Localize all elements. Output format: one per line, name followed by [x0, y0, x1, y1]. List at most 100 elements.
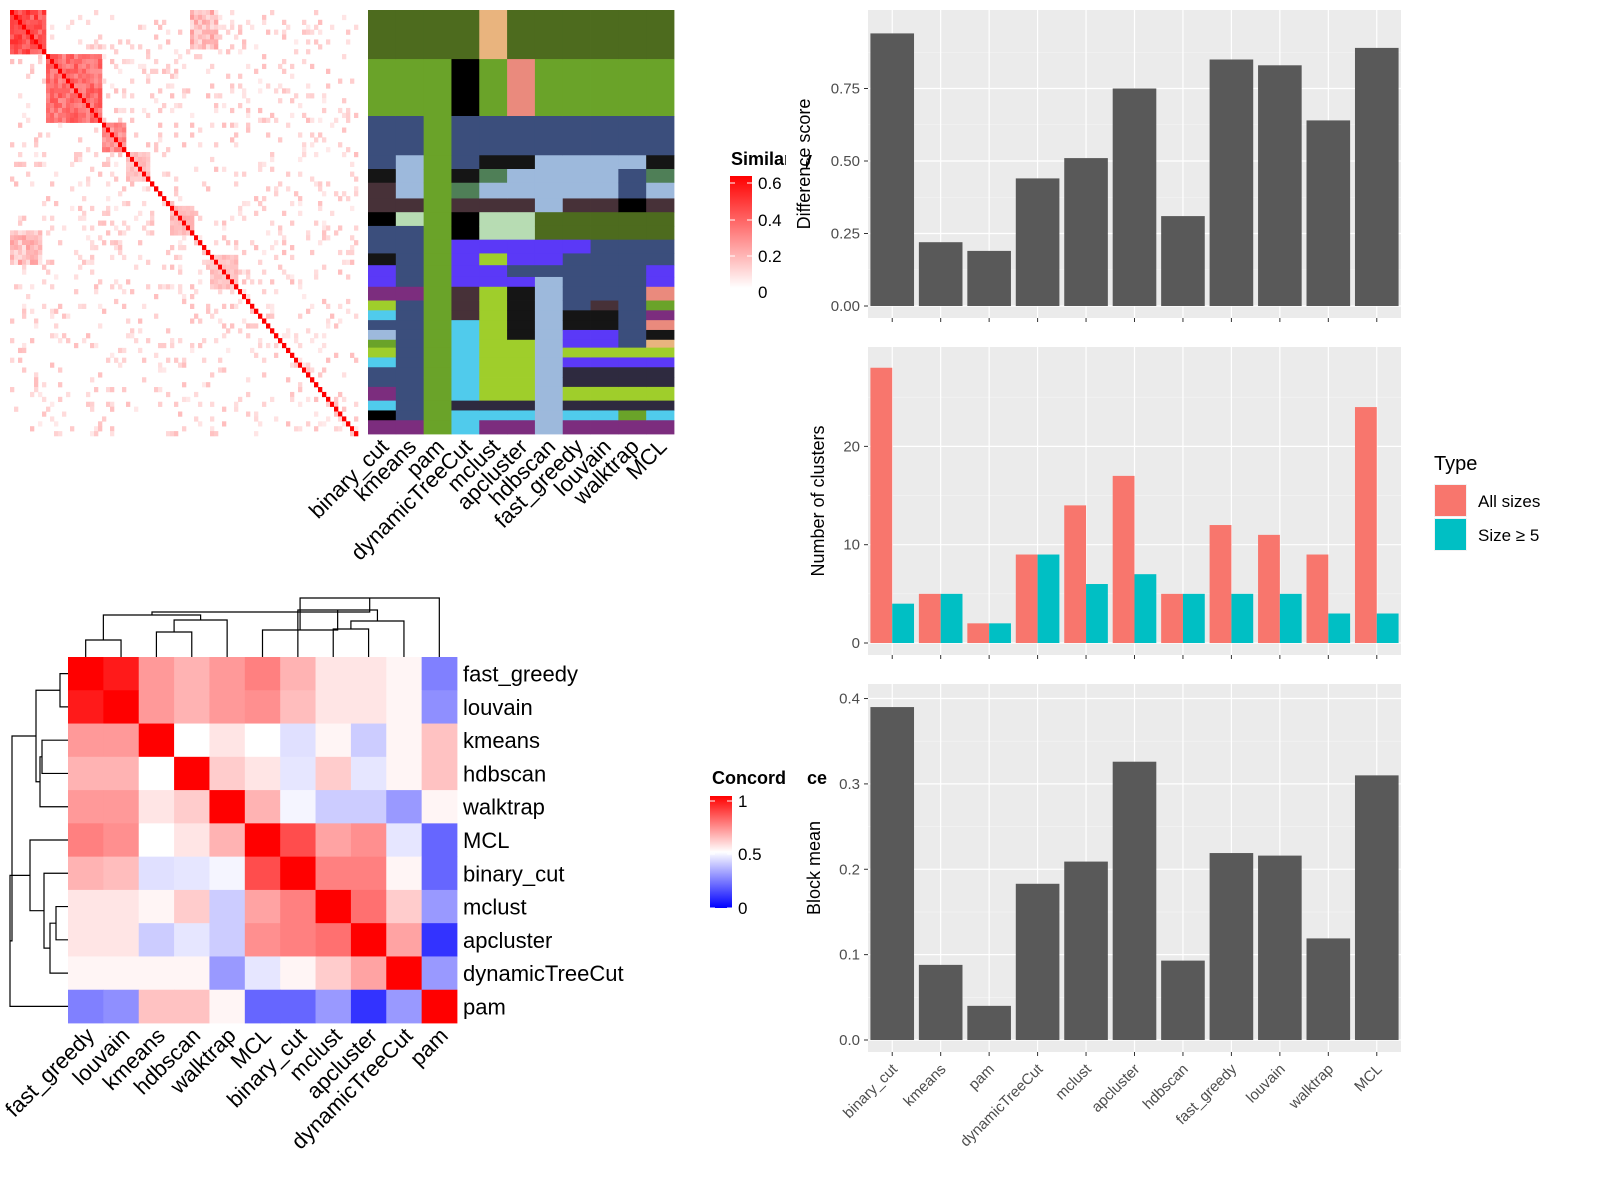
similarity-cell: [14, 34, 19, 40]
similarity-cell: [106, 196, 111, 202]
similarity-cell: [106, 122, 111, 128]
similarity-cell: [74, 73, 79, 79]
concordance-cell: [174, 790, 210, 824]
similarity-cell: [42, 14, 47, 21]
similarity-cell: [90, 93, 95, 99]
concordance-row-label-walktrap: walktrap: [462, 795, 545, 820]
similarity-cell: [70, 103, 75, 109]
assignment-cell: [590, 367, 619, 378]
similarity-cell: [18, 215, 23, 221]
similarity-cell: [214, 274, 219, 280]
similarity-cell: [122, 220, 127, 226]
assignment-cell: [451, 239, 480, 254]
similarity-cell: [46, 269, 51, 275]
assignment-cell: [451, 329, 480, 341]
similarity-cell: [334, 191, 339, 197]
similarity-cell: [22, 24, 27, 30]
similarity-cell: [322, 264, 327, 270]
similarity-cell: [114, 298, 119, 305]
similarity-cell: [142, 166, 147, 172]
similarity-cell: [114, 122, 119, 128]
similarity-cell: [142, 156, 147, 163]
assignment-cell: [507, 198, 536, 213]
concordance-cell: [315, 690, 352, 724]
similarity-cell: [302, 112, 307, 119]
similarity-cell: [226, 274, 231, 280]
similarity-cell: [70, 186, 75, 192]
similarity-cell: [302, 19, 307, 25]
similarity-cell: [222, 122, 227, 128]
similarity-cell: [262, 63, 267, 70]
similarity-cell: [234, 181, 239, 187]
similarity-cell: [90, 431, 95, 437]
similarity-cell: [174, 186, 179, 192]
similarity-cell: [166, 63, 171, 70]
concordance-cell: [68, 956, 104, 991]
similarity-cell: [342, 54, 347, 60]
similarity-cell: [214, 254, 219, 261]
similarity-cell: [194, 10, 199, 16]
concordance-cell: [68, 657, 104, 691]
similarity-cell: [34, 323, 39, 329]
assignment-cell: [646, 320, 675, 331]
similarity-cell: [250, 303, 255, 309]
concordance-cell: [103, 823, 140, 858]
similarity-cell: [318, 132, 323, 138]
similarity-cell: [282, 269, 287, 275]
similarity-cell: [86, 391, 91, 398]
similarity-cell: [210, 34, 215, 40]
similarity-cell: [22, 19, 27, 25]
similarity-cell: [18, 235, 23, 241]
similarity-cell: [142, 176, 147, 182]
similarity-cell: [22, 235, 27, 241]
similarity-cell: [22, 34, 27, 40]
similarity-cell: [206, 24, 211, 30]
similarity-cell: [346, 298, 351, 305]
similarity-cell: [230, 88, 235, 94]
similarity-cell: [18, 10, 23, 16]
similarity-cell: [102, 210, 107, 216]
similarity-cell: [14, 181, 19, 187]
similarity-cell: [186, 225, 191, 231]
similarity-cell: [110, 122, 115, 128]
similarity-cell: [114, 88, 119, 94]
similarity-cell: [50, 308, 55, 314]
assignment-cell: [534, 339, 564, 349]
similarity-cell: [98, 426, 103, 432]
similarity-cell: [126, 401, 131, 407]
similarity-cell: [98, 54, 103, 60]
similarity-cell: [142, 152, 147, 158]
assignment-cell: [646, 212, 675, 227]
similarity-cell: [14, 254, 19, 261]
similarity-cell: [34, 29, 39, 35]
similarity-cell: [146, 176, 151, 182]
similarity-cell: [170, 93, 175, 99]
similarity-cell: [190, 132, 195, 138]
assignment-cell: [507, 420, 536, 435]
assignment-cell: [368, 357, 397, 368]
assignment-cell: [451, 225, 480, 241]
similarity-cell: [222, 303, 227, 309]
similarity-cell: [314, 181, 319, 187]
similarity-cell: [142, 171, 147, 177]
similarity-cell: [174, 225, 179, 231]
similarity-cell: [198, 34, 203, 40]
similarity-cell: [286, 274, 291, 280]
assignment-cell: [368, 59, 397, 117]
similarity-cell: [66, 391, 71, 398]
similarity-cell: [42, 24, 47, 30]
similarity-cell: [258, 421, 263, 427]
similarity-cell: [118, 284, 123, 290]
similarity-cell: [194, 416, 199, 422]
similarity-cell: [282, 34, 287, 40]
similarity-cell: [190, 19, 195, 25]
similarity-cell: [14, 240, 19, 246]
similarity-cell: [262, 269, 267, 275]
similarity-cell: [246, 377, 251, 383]
similarity-cell: [30, 63, 35, 70]
similarity-cell: [178, 196, 183, 202]
similarity-cell: [342, 259, 347, 265]
similarity-cell: [234, 259, 239, 265]
similarity-cell: [26, 39, 31, 45]
concordance-cell: [386, 723, 423, 758]
